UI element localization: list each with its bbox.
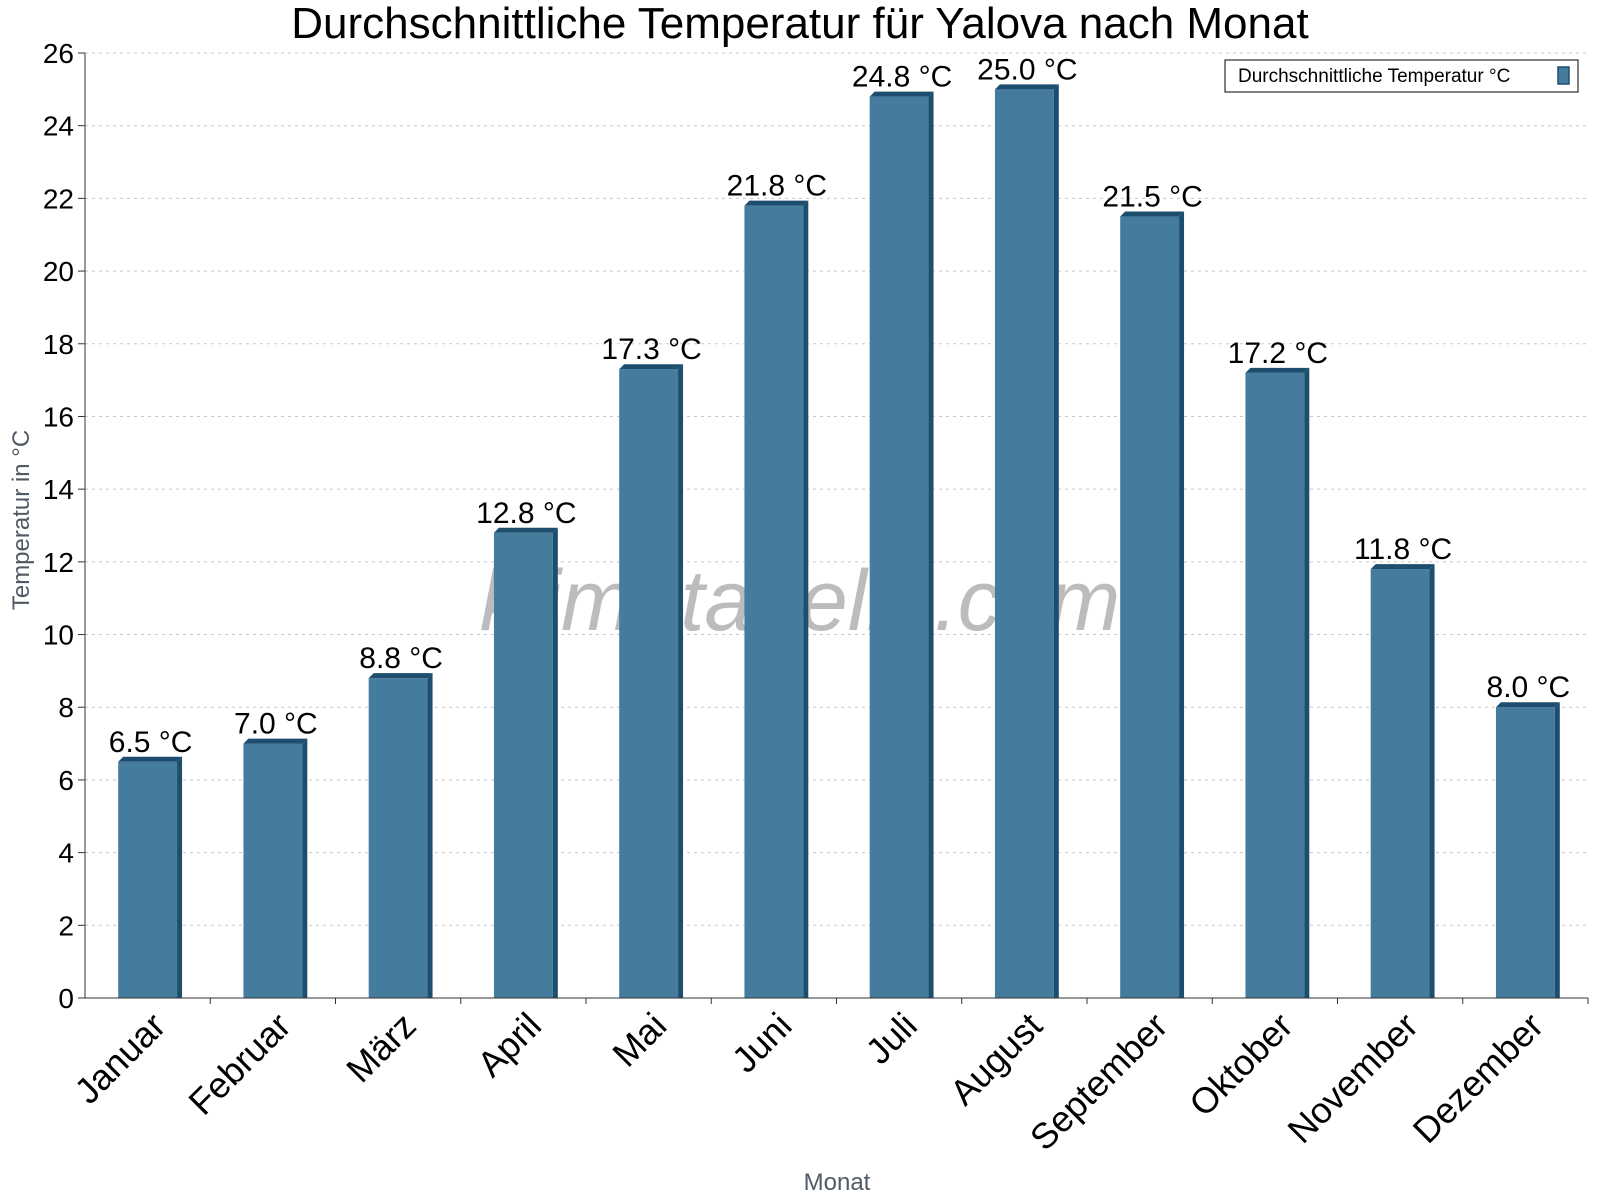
bar-side [302, 738, 308, 998]
y-tick-label: 24 [43, 111, 74, 142]
gridlines [85, 52, 1588, 926]
bar-side [552, 527, 558, 998]
y-tick-label: 6 [58, 765, 74, 796]
y-tick-label: 22 [43, 183, 74, 214]
bar [243, 743, 303, 998]
legend: Durchschnittliche Temperatur °C [1224, 59, 1579, 93]
bar [994, 89, 1054, 999]
bar-top [869, 91, 934, 97]
x-tick-label: Januar [66, 1005, 173, 1112]
legend-box [1224, 59, 1579, 93]
bar-side [1554, 702, 1560, 998]
bar-top [1245, 367, 1310, 373]
bar-top [1370, 564, 1435, 570]
data-label: 17.2 °C [1228, 337, 1328, 370]
y-tick-label: 4 [58, 838, 74, 869]
bar [1120, 216, 1180, 999]
y-tick-label: 2 [58, 910, 74, 941]
x-tick-label: Mai [604, 1005, 674, 1075]
data-label: 24.8 °C [852, 61, 952, 94]
y-tick-label: 26 [43, 38, 74, 69]
bar-side [803, 200, 809, 999]
bars [118, 84, 1560, 999]
x-tick-label: August [942, 1005, 1050, 1113]
bar-side [177, 756, 183, 998]
x-tick-label: Februar [180, 1005, 298, 1123]
bar-top [1495, 702, 1560, 708]
y-tick-label: 16 [43, 401, 74, 432]
bar [869, 96, 929, 999]
bar-side [1429, 564, 1435, 998]
bar [1245, 372, 1305, 998]
y-tick-label: 18 [43, 329, 74, 360]
bar-side [1304, 367, 1310, 998]
bar [1495, 707, 1555, 998]
data-label: 17.3 °C [601, 333, 701, 366]
data-label: 21.8 °C [727, 170, 827, 203]
bar-top [619, 364, 684, 370]
bar [368, 678, 428, 998]
chart-title: Durchschnittliche Temperatur für Yalova … [291, 0, 1308, 48]
data-labels: 6.5 °C 7.0 °C 8.8 °C 12.8 °C 17.3 °C 21.8 °C 2… [109, 53, 1570, 758]
bar [118, 761, 178, 998]
y-tick-label: 14 [43, 474, 74, 505]
y-tick-label: 8 [58, 692, 74, 723]
bar-top [994, 84, 1059, 90]
data-label: 25.0 °C [977, 53, 1077, 86]
bar-top [118, 756, 183, 762]
legend-swatch [1557, 66, 1570, 85]
bar-side [928, 91, 934, 999]
bar-side [1053, 84, 1059, 999]
bar-top [493, 527, 558, 533]
x-tick-label: September [1022, 1005, 1176, 1159]
bar-top [1120, 211, 1185, 217]
bar-side [427, 673, 433, 998]
bar-top [243, 738, 308, 744]
bar-top [744, 200, 809, 206]
data-label: 12.8 °C [476, 497, 576, 530]
bar-side [678, 364, 684, 998]
x-tick-label: Dezember [1405, 1005, 1551, 1151]
x-tick-label: Juli [858, 1005, 925, 1072]
data-label: 11.8 °C [1354, 533, 1452, 566]
bar-side [1179, 211, 1185, 999]
data-label: 8.8 °C [359, 642, 443, 675]
bar [619, 369, 679, 998]
data-label: 8.0 °C [1487, 671, 1571, 704]
bar [493, 532, 553, 998]
bar [1370, 569, 1430, 998]
legend-label: Durchschnittliche Temperatur °C [1238, 66, 1510, 87]
y-tick-label: 0 [58, 983, 74, 1014]
bar [744, 205, 804, 999]
data-label: 6.5 °C [109, 726, 193, 759]
y-tick-label: 12 [43, 547, 74, 578]
x-tick-label: Oktober [1181, 1005, 1301, 1125]
x-tick-label: Juni [724, 1005, 800, 1081]
x-tick-label: April [469, 1005, 549, 1085]
x-tick-label: November [1279, 1005, 1425, 1151]
x-tick-label: März [338, 1005, 424, 1091]
x-axis-label: Monat [804, 1169, 871, 1196]
y-axis-label: Temperatur in °C [8, 430, 35, 610]
bar-top [368, 673, 433, 679]
data-label: 21.5 °C [1102, 181, 1202, 214]
y-tick-label: 10 [43, 620, 74, 651]
data-label: 7.0 °C [234, 708, 318, 741]
y-tick-label: 20 [43, 256, 74, 287]
